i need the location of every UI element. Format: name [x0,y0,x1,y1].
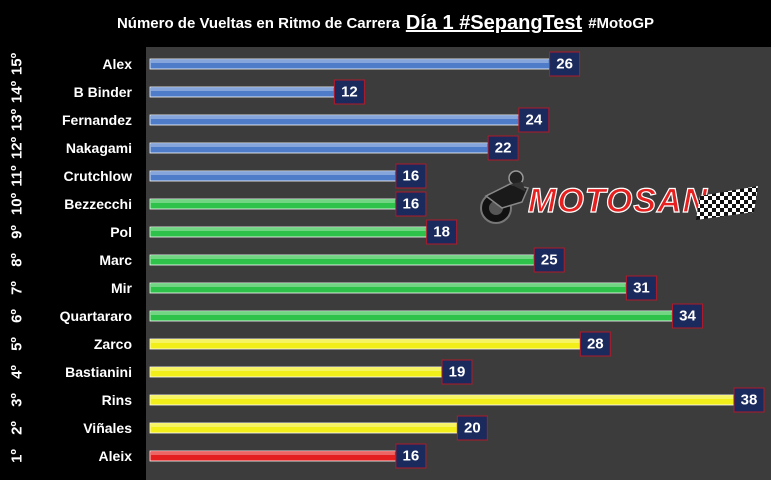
rider-label: Rins [102,392,133,408]
rider-label: Aleix [99,448,133,464]
value-label: 18 [433,224,450,241]
title-prefix: Número de Vueltas en Ritmo de Carrera [116,14,400,32]
rider-label: Zarco [94,336,132,352]
title-highlight: Día 1 #SepangTest [405,11,583,34]
value-label: 16 [403,168,420,185]
value-label-box [333,79,365,105]
rider-label: Mir [111,280,133,296]
position-label: 3º [9,393,26,407]
position-label: 4º [9,365,26,379]
position-label: 11º [9,165,26,187]
title-tag: #MotoGP [588,14,655,32]
bar-highlight [151,228,426,231]
value-label-box [625,275,657,301]
position-label: 8º [9,253,26,267]
value-label-box [533,247,565,273]
value-label: 34 [679,308,696,325]
rider-label: Crutchlow [64,168,133,184]
position-label: 10º [9,192,26,215]
value-label-box [456,415,488,441]
chart-title: Número de Vueltas en Ritmo de Carrera Dí… [0,0,771,46]
position-label: 14º [9,80,26,103]
value-label-box [395,191,427,217]
value-label: 16 [403,448,420,465]
bar-highlight [151,144,488,147]
value-label: 38 [741,392,758,409]
position-label: 2º [9,421,26,435]
rider-label: Marc [99,252,132,268]
motosan-logo: MOTOSAN [480,170,758,224]
value-label-box [579,331,611,357]
value-label: 16 [403,196,420,213]
position-label: 13º [9,108,26,131]
bar-highlight [151,368,441,371]
bar-highlight [151,200,395,203]
bar-highlight [151,116,518,119]
rider-label: Viñales [83,420,132,436]
value-label: 28 [587,336,604,353]
value-label-box [395,443,427,469]
rider-label: Nakagami [66,140,132,156]
bar-highlight [151,172,395,175]
value-label: 22 [495,140,512,157]
bar-highlight [151,256,534,259]
value-label: 24 [525,112,542,129]
position-label: 15º [9,52,26,75]
position-label: 6º [9,309,26,323]
value-label: 26 [556,56,573,73]
position-label: 1º [9,449,26,463]
rider-label: Alex [102,56,132,72]
position-label: 12º [9,136,26,159]
value-label: 31 [633,280,650,297]
value-label: 12 [341,84,358,101]
logo-text: MOTOSAN [528,182,709,220]
bar-highlight [151,60,549,63]
position-label: 7º [9,281,26,295]
bar-highlight [151,284,626,287]
rider-label: Fernandez [62,112,132,128]
rider-label: Quartararo [60,308,132,324]
value-label-box [549,51,581,77]
bar-highlight [151,312,672,315]
value-label-box [395,163,427,189]
value-label: 20 [464,420,481,437]
bar-highlight [151,396,733,399]
motorcycle-rider-icon [480,170,530,224]
value-label: 19 [449,364,466,381]
bar-highlight [151,424,457,427]
value-label-box [426,219,458,245]
rider-label: Pol [110,224,132,240]
value-label-box [518,107,550,133]
bar-highlight [151,340,580,343]
position-label: 5º [9,337,26,351]
bar-highlight [151,452,395,455]
bar-highlight [151,88,334,91]
rider-label: Bastianini [65,364,132,380]
rider-label: Bezzecchi [64,196,132,212]
rider-label: B Binder [74,84,133,100]
checkered-flag-icon [696,186,758,220]
position-label: 9º [9,225,26,239]
value-label-box [672,303,704,329]
value-label-box [441,359,473,385]
value-label-box [733,387,765,413]
value-label: 25 [541,252,558,269]
value-label-box [487,135,519,161]
